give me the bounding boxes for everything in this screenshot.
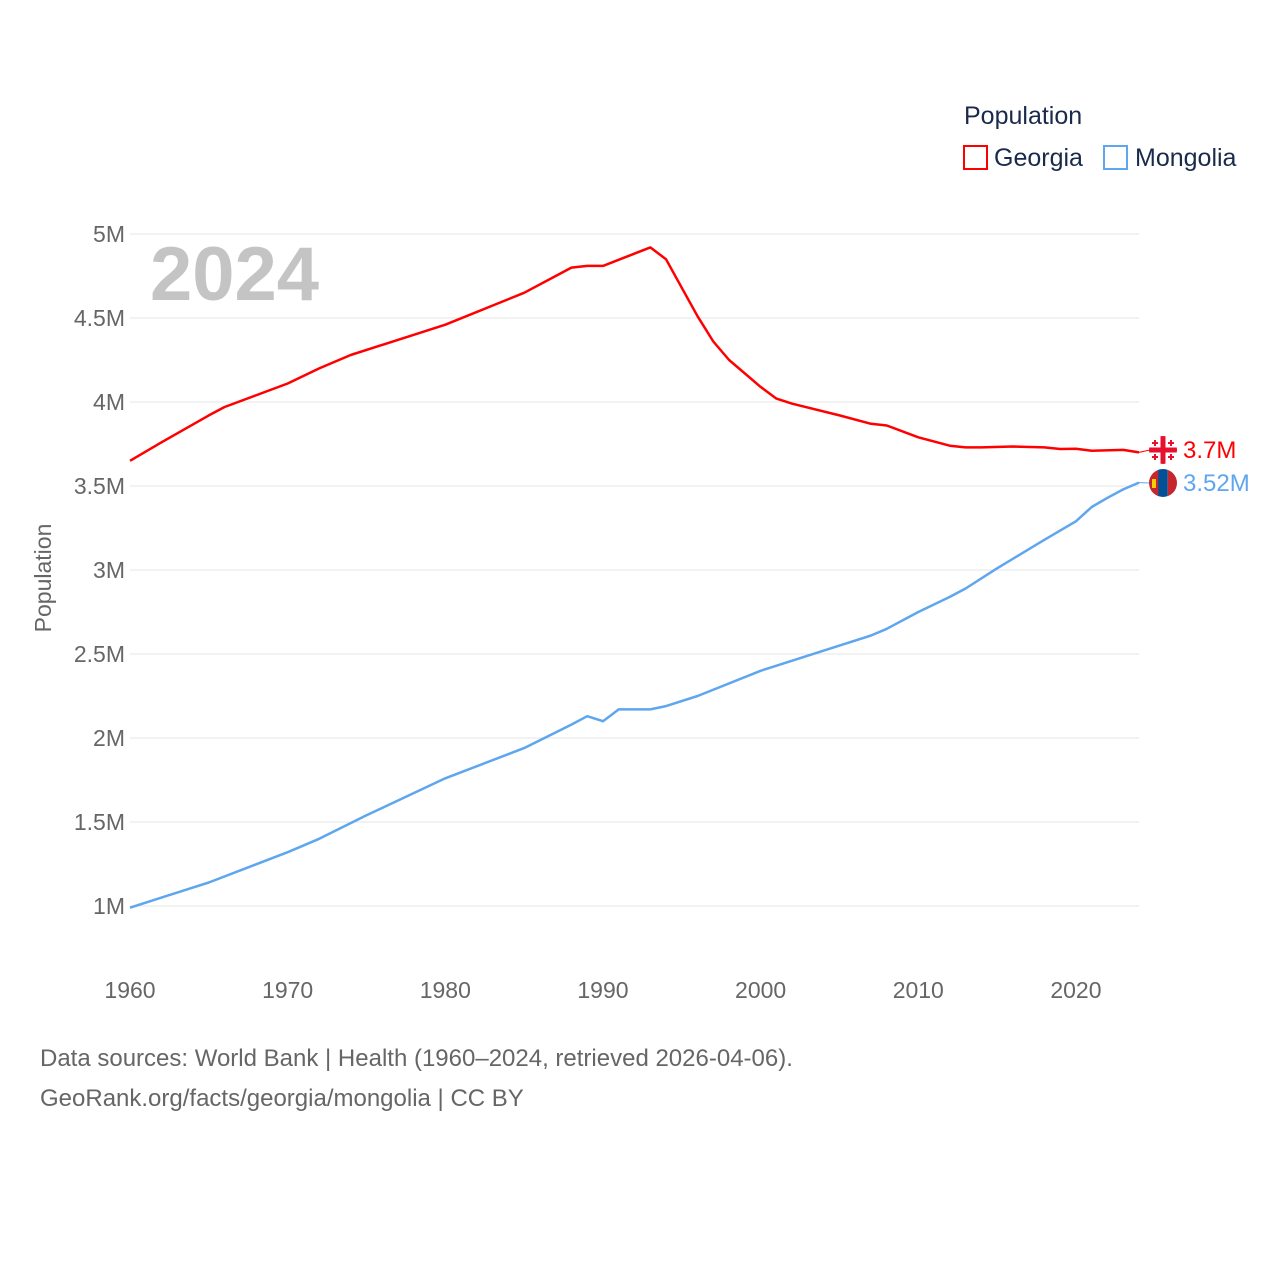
series-line-mongolia[interactable]: [129, 481, 1140, 909]
y-tick-label: 4.5M: [74, 305, 125, 331]
x-tick-label: 1960: [104, 977, 155, 1003]
legend-title: Population: [964, 102, 1082, 130]
footer-sources: Data sources: World Bank | Health (1960–…: [40, 1045, 793, 1072]
x-tick-label: 2010: [893, 977, 944, 1003]
y-tick-label: 3M: [93, 557, 125, 583]
x-tick-label: 2000: [735, 977, 786, 1003]
mongolia-flag-icon: [1149, 469, 1177, 497]
legend: Population Georgia Mongolia: [963, 102, 1237, 172]
footer-attribution[interactable]: GeoRank.org/facts/georgia/mongolia | CC …: [40, 1085, 524, 1112]
legend-item-mongolia[interactable]: Mongolia: [1103, 144, 1237, 172]
y-tick-label: 3.5M: [74, 473, 125, 499]
x-tick-label: 1970: [262, 977, 313, 1003]
y-tick-label: 1.5M: [74, 809, 125, 835]
georgia-flag-icon: [1149, 436, 1177, 464]
end-value-label-mongolia: 3.52M: [1183, 470, 1250, 497]
x-tick-label: 2020: [1050, 977, 1101, 1003]
legend-swatch-mongolia: [1103, 145, 1128, 170]
x-tick-label: 1980: [420, 977, 471, 1003]
y-tick-label: 1M: [93, 893, 125, 919]
x-tick-label: 1990: [577, 977, 628, 1003]
end-connector: [1138, 449, 1151, 453]
end-value-label-georgia: 3.7M: [1183, 437, 1236, 464]
legend-label-mongolia: Mongolia: [1135, 144, 1237, 172]
legend-swatch-georgia: [963, 145, 988, 170]
y-tick-label: 2.5M: [74, 641, 125, 667]
y-tick-label: 5M: [93, 221, 125, 247]
legend-item-georgia[interactable]: Georgia: [963, 144, 1083, 172]
series-line-georgia[interactable]: [129, 246, 1140, 462]
y-tick-label: 2M: [93, 725, 125, 751]
year-label: 2024: [150, 232, 319, 317]
legend-label-georgia: Georgia: [994, 144, 1083, 172]
y-tick-label: 4M: [93, 389, 125, 415]
y-axis-label: Population: [30, 524, 56, 633]
